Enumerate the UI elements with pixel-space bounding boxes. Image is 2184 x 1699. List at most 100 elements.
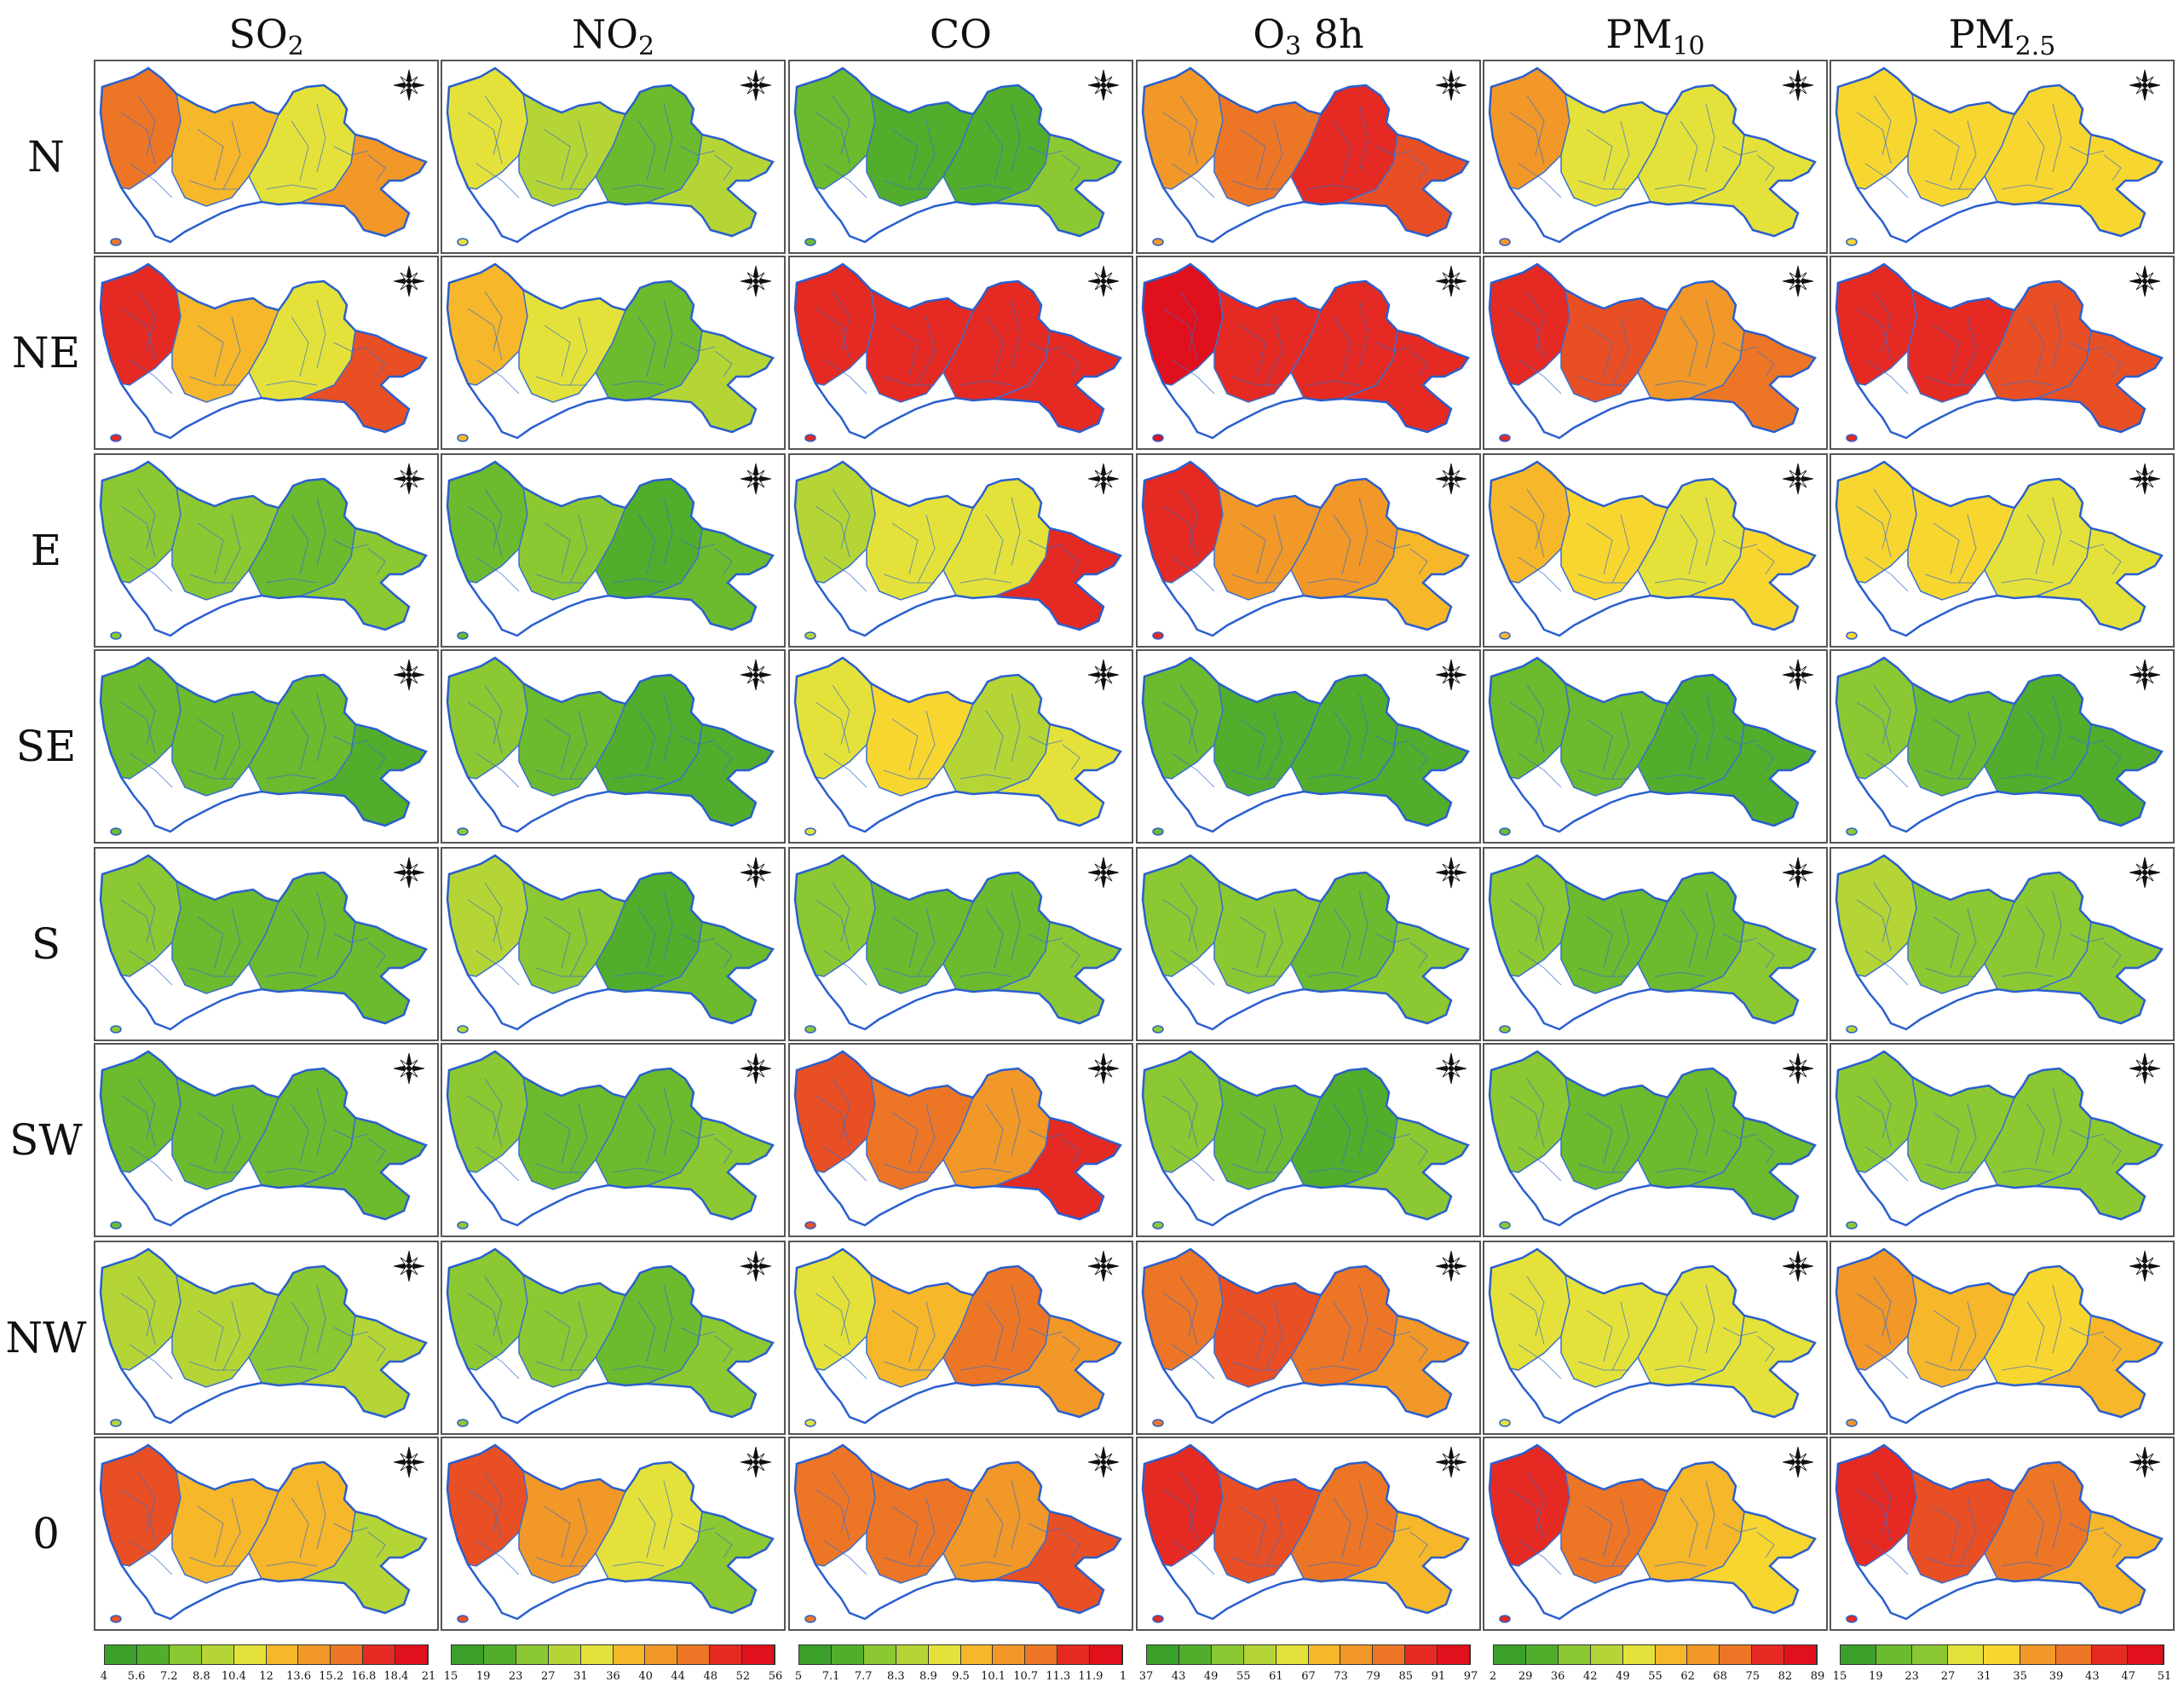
district-boundary [891, 916, 919, 969]
map-panel-se-4 [1136, 649, 1481, 844]
island-region [110, 1419, 122, 1427]
district-boundary [2052, 497, 2062, 567]
district-boundary [815, 308, 850, 360]
district-boundary [1680, 907, 1698, 969]
district-boundary [1873, 291, 1892, 352]
north-arrow-icon [2129, 659, 2161, 691]
district-boundary [1375, 1523, 1411, 1533]
district-boundary [222, 710, 241, 780]
legend-swatch [1405, 1645, 1438, 1664]
district-boundary [1856, 1293, 1892, 1345]
district-boundary [2103, 1531, 2122, 1558]
district-map [1488, 460, 1817, 640]
district-boundary [291, 907, 309, 969]
map-outline [1835, 460, 2164, 637]
legend-tick-label: 40 [638, 1670, 653, 1683]
district-boundary [1375, 342, 1411, 352]
map-outline [99, 262, 428, 440]
legend-swatch [1687, 1645, 1720, 1664]
district-map [446, 262, 775, 442]
map-panel-nw-2 [441, 1241, 786, 1435]
map-outline [1835, 656, 2164, 833]
legend-swatch [742, 1645, 775, 1664]
legend-swatch [1438, 1645, 1471, 1664]
district-boundary [680, 1523, 716, 1533]
legend-tick-label: 5.6 [127, 1670, 146, 1683]
district-boundary [2069, 1327, 2105, 1337]
district-boundary [1409, 1335, 1428, 1362]
district-boundary [2052, 1086, 2062, 1156]
north-arrow-icon [393, 659, 425, 691]
map-panel-se-1 [94, 649, 439, 844]
district-boundary [891, 325, 919, 377]
district-map [1835, 1247, 2164, 1427]
north-arrow-icon [1782, 265, 1814, 297]
district-boundary [1062, 350, 1080, 377]
district-boundary [1680, 1103, 1698, 1165]
district-boundary [569, 316, 588, 386]
district-boundary [291, 1103, 309, 1165]
district-boundary [1239, 1310, 1266, 1362]
district-boundary [714, 1531, 733, 1558]
district-boundary [1230, 376, 1282, 386]
district-boundary [367, 350, 386, 377]
district-boundary [1958, 316, 1977, 386]
district-boundary [2026, 1497, 2045, 1558]
district-boundary [959, 578, 1012, 584]
north-arrow-icon [2129, 1446, 2161, 1478]
district-boundary [1265, 514, 1283, 584]
district-map [99, 66, 428, 246]
district-boundary [2026, 514, 2045, 575]
island-region [1499, 1221, 1511, 1230]
legend-tick-label: 73 [1334, 1670, 1348, 1683]
island-region [1152, 1419, 1164, 1427]
district-boundary [917, 514, 936, 584]
district-boundary [1924, 573, 1976, 584]
district-boundary [1518, 1344, 1562, 1379]
district-boundary [680, 933, 716, 943]
district-boundary [137, 1276, 156, 1337]
legend-swatch [1622, 1645, 1656, 1664]
district-boundary [832, 291, 850, 352]
map-outline [446, 1443, 775, 1621]
district-boundary [959, 184, 1012, 190]
district-boundary [1933, 1112, 1960, 1165]
district-boundary [291, 1497, 309, 1558]
district-boundary [1705, 1480, 1715, 1550]
legend-tick-label: 10.7 [1013, 1670, 1039, 1683]
island-region [804, 1615, 816, 1623]
district-boundary [1171, 1540, 1215, 1575]
district-boundary [1933, 1310, 1960, 1362]
district-boundary [569, 1103, 588, 1173]
district-boundary [823, 163, 867, 199]
legend-tick-label: 11.3 [1046, 1670, 1071, 1683]
district-boundary [535, 376, 587, 386]
column-title-base: PM [1605, 11, 1673, 57]
district-boundary [265, 578, 318, 584]
legend-tick-label: 9.5 [952, 1670, 970, 1683]
island-region [1499, 1419, 1511, 1427]
district-boundary [291, 316, 309, 377]
district-map [1141, 66, 1470, 246]
map-outline [1488, 66, 1817, 244]
district-boundary [1333, 1301, 1351, 1362]
column-title-base: PM [1948, 11, 2015, 57]
district-boundary [1924, 769, 1976, 780]
district-boundary [832, 882, 850, 943]
island-region [1499, 434, 1511, 442]
island-region [1152, 631, 1164, 640]
legend-color-bar [451, 1644, 775, 1665]
legend-tick-label: 21 [421, 1670, 436, 1683]
map-panel-s-4 [1136, 847, 1481, 1041]
district-boundary [612, 1561, 665, 1567]
district-boundary [316, 497, 326, 567]
district-boundary [1333, 1497, 1351, 1558]
district-boundary [1526, 1078, 1545, 1139]
district-boundary [1307, 380, 1360, 386]
district-boundary [891, 718, 919, 771]
district-boundary [985, 1103, 1004, 1165]
map-outline [793, 460, 1122, 637]
island-region [1152, 1025, 1164, 1034]
map-outline [446, 262, 775, 440]
map-outline [1488, 1050, 1817, 1227]
